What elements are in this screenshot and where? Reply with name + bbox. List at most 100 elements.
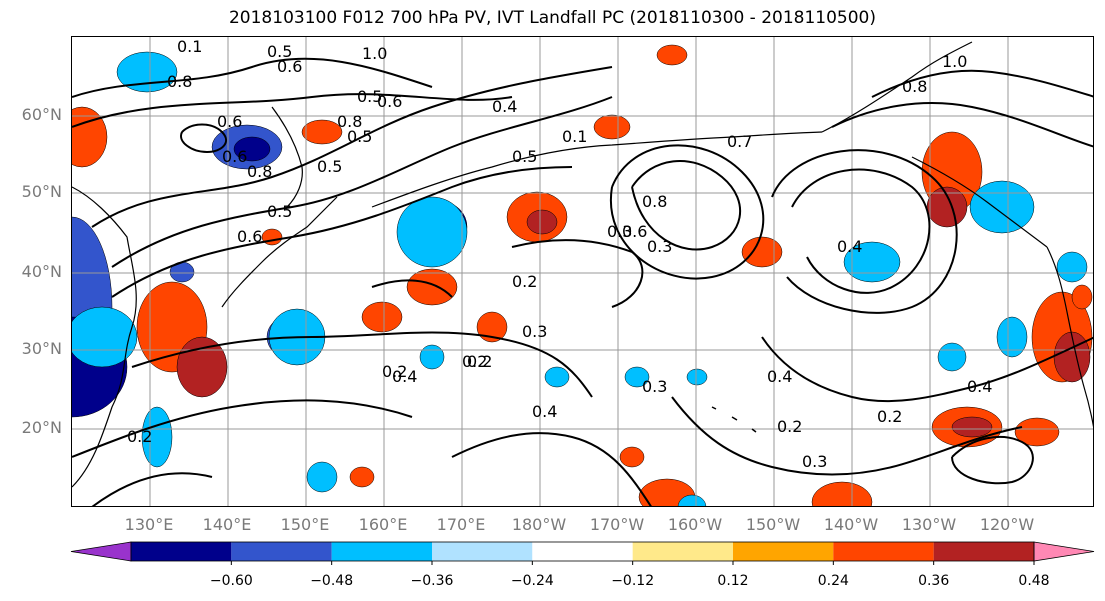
colorbar-tick-label: −0.12 (611, 573, 655, 589)
pv-contour-line (111, 96, 613, 268)
pv-anomaly-region (544, 366, 570, 388)
contour-label: 0.1 (177, 37, 202, 56)
contour-label: 0.3 (642, 377, 667, 396)
pv-contour-line (761, 336, 1093, 403)
colorbar-frame (130, 541, 1035, 562)
contour-label: 0.5 (317, 157, 342, 176)
colorbar-segment (231, 542, 332, 561)
coast-hawaii (711, 406, 757, 433)
pv-anomaly-region (526, 209, 558, 235)
colorbar-tick-label: −0.48 (310, 573, 354, 589)
colorbar-segment (331, 542, 432, 561)
colorbar-extend-high (1033, 541, 1095, 562)
contour-label: 0.2 (777, 417, 802, 436)
pv-contour-line (72, 57, 433, 98)
graticule (72, 37, 1093, 506)
pv-contour-line (951, 436, 1034, 485)
contours (72, 57, 1093, 506)
pv-anomaly-region (419, 344, 445, 370)
pv-anomaly-region (593, 114, 631, 140)
pv-anomaly-region (176, 336, 228, 398)
colorbar-tick-label: −0.36 (410, 573, 454, 589)
pv-contour-line (771, 149, 958, 314)
pv-anomaly-region (476, 311, 508, 343)
pv-contour-line (671, 396, 1023, 476)
colorbar-tick-label: −0.24 (510, 573, 554, 589)
lon-tick-label: 140°E (202, 515, 252, 534)
colorbar-segment (833, 542, 934, 561)
pv-anomaly-region (301, 119, 343, 145)
contour-label: 1.0 (942, 52, 967, 71)
pv-anomaly-region (1056, 251, 1088, 283)
contour-label: 0.2 (127, 427, 152, 446)
pv-contour-line (91, 472, 213, 506)
contour-label: 0.4 (767, 367, 792, 386)
pv-contour-line (871, 69, 1093, 98)
colorbar-tick-label: 0.48 (1018, 573, 1050, 589)
lat-tick-label: 30°N (21, 339, 62, 358)
contour-label: 0.2 (462, 352, 487, 371)
contour-label: 0.5 (512, 147, 537, 166)
pv-contour-line (180, 123, 227, 154)
pv-contour-line (511, 239, 644, 308)
lat-tick-label: 40°N (21, 262, 62, 281)
pv-contour-line (371, 279, 453, 298)
pv-anomaly-region (741, 236, 783, 268)
lon-tick-label: 140°W (823, 515, 879, 534)
contour-label: 1.0 (362, 44, 387, 63)
lon-tick-label: 130°E (124, 515, 174, 534)
pv-anomaly-region (396, 196, 468, 268)
pv-contour-line (831, 102, 1093, 148)
contour-label: 0.3 (522, 322, 547, 341)
lon-tick-label: 150°W (745, 515, 801, 534)
contour-label: 0.3 (802, 452, 827, 471)
lon-tick-label: 180°W (511, 515, 567, 534)
pv-anomaly-region (1071, 284, 1093, 310)
contour-label: 0.1 (562, 127, 587, 146)
coast-north-america (1046, 246, 1093, 428)
pv-contour-line (631, 160, 741, 251)
colorbar-segment (131, 542, 232, 561)
contour-label: 0.6 (222, 147, 247, 166)
contour-label: 0.8 (247, 162, 272, 181)
pv-anomaly-region (811, 481, 873, 506)
pv-anomaly-region (233, 136, 271, 162)
pv-anomaly-region (624, 366, 650, 388)
coastlines (72, 41, 1093, 488)
pv-anomaly-region (843, 241, 901, 283)
pv-anomaly-region (656, 44, 688, 66)
contour-label: 0.8 (337, 112, 362, 131)
pv-anomaly-region (72, 106, 108, 168)
pv-anomaly-region (349, 466, 375, 488)
contour-label: 0.2 (467, 352, 492, 371)
colorbar-segment (733, 542, 834, 561)
coast-kamchatka (271, 106, 303, 208)
pv-anomaly-region (969, 180, 1035, 234)
lon-tick-label: 160°E (358, 515, 408, 534)
pv-anomaly-region (677, 494, 707, 506)
pv-anomaly-region (996, 316, 1028, 358)
pv-shading-layer (72, 44, 1093, 506)
pv-contour-line (72, 399, 413, 458)
map-title: 2018103100 F012 700 hPa PV, IVT Landfall… (228, 8, 876, 28)
contour-label: 0.2 (382, 362, 407, 381)
coast-aleutians (371, 131, 823, 208)
lon-tick-label: 150°E (280, 515, 330, 534)
contour-label: 0.2 (512, 272, 537, 291)
contour-label: 0.4 (837, 237, 862, 256)
pv-anomaly-region (406, 268, 458, 306)
contour-label: 0.4 (392, 367, 417, 386)
lon-tick-label: 130°W (901, 515, 957, 534)
colorbar-tick-label: −0.60 (209, 573, 253, 589)
contour-label: 0.6 (217, 112, 242, 131)
pv-anomaly-region (619, 446, 645, 468)
colorbar-tick-label: 0.36 (918, 573, 950, 589)
pv-anomaly-region (1014, 417, 1060, 447)
pv-contour-line (791, 168, 931, 294)
pv-anomaly-region (951, 416, 993, 438)
pv-contour-line (91, 66, 613, 228)
coast-alaska (821, 41, 973, 133)
pv-contour-line (131, 331, 593, 398)
contour-label: 0.5 (267, 42, 292, 61)
map-plot-area: 0.1 0.8 0.5 0.6 1.0 0.6 0.5 0.8 0.6 0.5 0.6 0.5 0.8 0… (71, 36, 1094, 507)
